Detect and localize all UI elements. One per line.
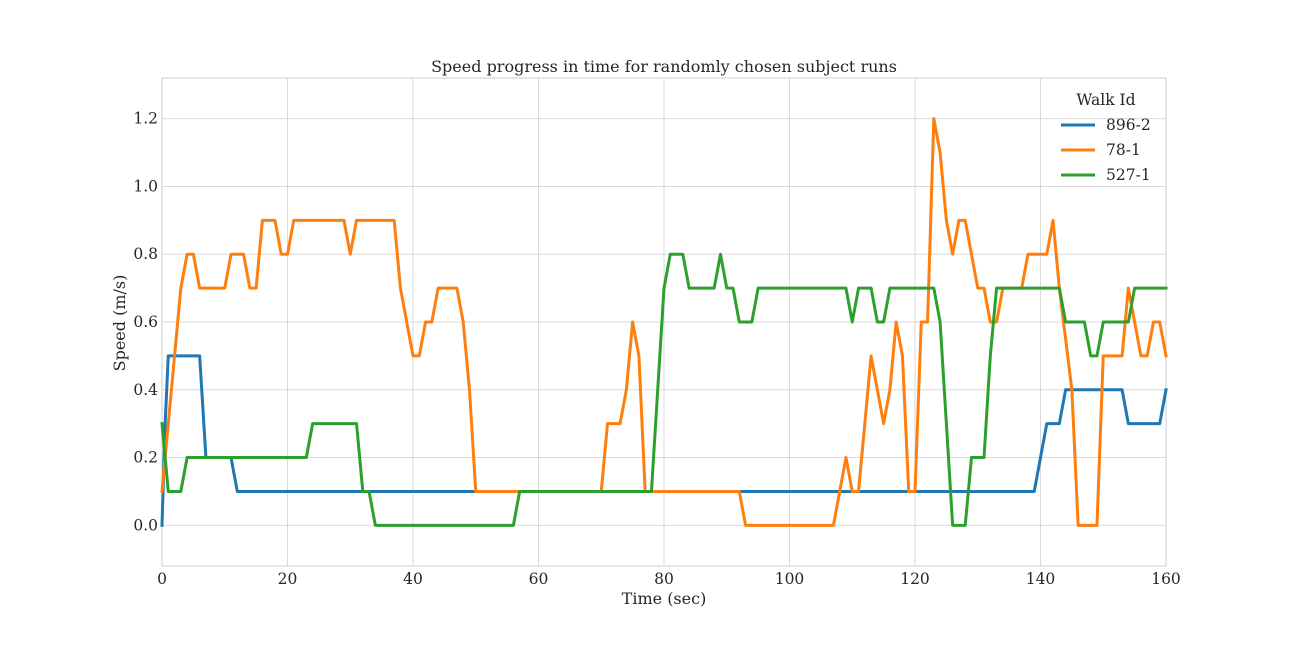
tick-labels: 0 20 40 60 80 100 120 140 160 0.0 0.2 0.4 0.6 0.8 1.0 1…	[133, 110, 1180, 588]
chart-title: Speed progress in time for randomly chos…	[431, 57, 897, 76]
legend-label: 78-1	[1106, 141, 1141, 159]
legend-entry: 896-2	[1061, 116, 1151, 134]
series-line-527-1	[160, 252, 1168, 527]
x-tick-label: 60	[529, 570, 549, 588]
legend: Walk Id 896-2 78-1 527-1	[1061, 91, 1151, 184]
y-tick-label: 0.0	[133, 516, 158, 534]
y-tick-label: 1.0	[133, 177, 158, 195]
x-tick-label: 120	[900, 570, 930, 588]
x-tick-label: 140	[1026, 570, 1056, 588]
y-axis-label: Speed (m/s)	[110, 275, 129, 372]
legend-label: 527-1	[1106, 166, 1151, 184]
series-line-78-1	[160, 117, 1168, 527]
legend-title: Walk Id	[1076, 91, 1135, 109]
legend-label: 896-2	[1106, 116, 1151, 134]
plot-frame	[161, 77, 1167, 567]
series-line-896-2	[160, 354, 1168, 527]
x-tick-label: 40	[403, 570, 423, 588]
x-tick-label: 20	[278, 570, 298, 588]
y-tick-label: 0.2	[133, 449, 158, 467]
x-tick-label: 100	[775, 570, 805, 588]
y-tick-label: 1.2	[133, 110, 158, 128]
legend-entry: 78-1	[1061, 141, 1141, 159]
legend-entry: 527-1	[1061, 166, 1151, 184]
series-lines	[160, 117, 1168, 527]
y-tick-label: 0.8	[133, 245, 158, 263]
x-tick-label: 80	[654, 570, 674, 588]
y-tick-label: 0.6	[133, 313, 158, 331]
x-tick-label: 160	[1151, 570, 1181, 588]
x-tick-label: 0	[157, 570, 167, 588]
y-tick-label: 0.4	[133, 381, 158, 399]
x-axis-label: Time (sec)	[622, 589, 707, 608]
